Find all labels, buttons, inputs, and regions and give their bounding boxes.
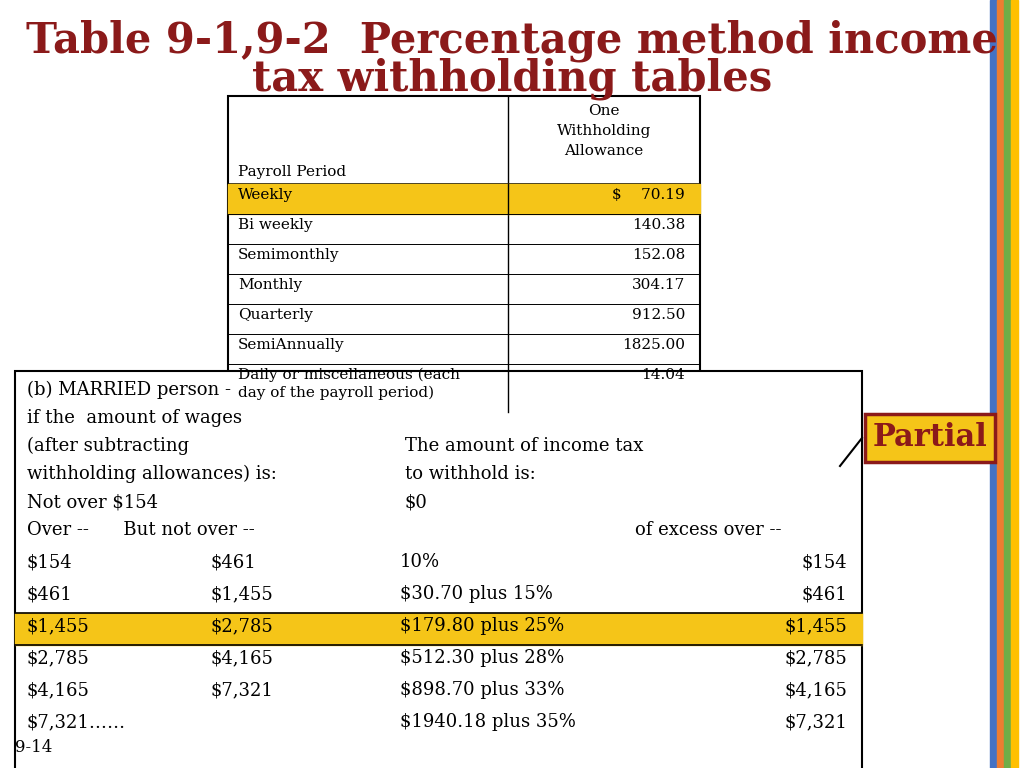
Text: Withholding: Withholding (557, 124, 651, 138)
Text: $4,165: $4,165 (27, 681, 90, 699)
Text: 152.08: 152.08 (632, 248, 685, 262)
Bar (865, 414, 995, 462)
Text: Not over $154: Not over $154 (27, 493, 158, 511)
Text: $461: $461 (801, 585, 847, 603)
Bar (228, 184, 700, 214)
Text: Allowance: Allowance (564, 144, 644, 158)
Bar (1004, 0, 1011, 768)
Text: 14.04: 14.04 (641, 368, 685, 382)
Text: $7,321……: $7,321…… (27, 713, 126, 731)
Text: $2,785: $2,785 (210, 617, 272, 635)
Text: (b) MARRIED person -: (b) MARRIED person - (27, 381, 231, 399)
Text: $2,785: $2,785 (784, 649, 847, 667)
Bar (15, 371, 862, 768)
Text: Table 9-1,9-2  Percentage method income: Table 9-1,9-2 Percentage method income (26, 20, 998, 62)
Text: $30.70 plus 15%: $30.70 plus 15% (400, 585, 553, 603)
Text: Partial: Partial (872, 422, 987, 453)
Bar (990, 0, 997, 768)
Text: $154: $154 (27, 553, 73, 571)
Text: $1940.18 plus 35%: $1940.18 plus 35% (400, 713, 575, 731)
Text: 10%: 10% (400, 553, 440, 571)
Text: Payroll Period: Payroll Period (238, 165, 346, 179)
Text: $7,321: $7,321 (784, 713, 847, 731)
Text: Bi weekly: Bi weekly (238, 218, 312, 232)
Bar (997, 0, 1004, 768)
Text: $461: $461 (27, 585, 73, 603)
Text: 304.17: 304.17 (632, 278, 685, 292)
Text: Over --      But not over --: Over -- But not over -- (27, 521, 255, 539)
Text: Weekly: Weekly (238, 188, 293, 202)
Text: Daily or miscellaneous (each: Daily or miscellaneous (each (238, 368, 460, 382)
Text: withholding allowances) is:: withholding allowances) is: (27, 465, 276, 483)
Text: if the  amount of wages: if the amount of wages (27, 409, 242, 427)
Text: $0: $0 (406, 493, 428, 511)
Text: $2,785: $2,785 (27, 649, 90, 667)
Text: of excess over --: of excess over -- (635, 521, 781, 539)
Text: to withhold is:: to withhold is: (406, 465, 536, 483)
Text: $461: $461 (210, 553, 256, 571)
Text: Quarterly: Quarterly (238, 308, 313, 322)
Text: 1825.00: 1825.00 (622, 338, 685, 352)
Text: $179.80 plus 25%: $179.80 plus 25% (400, 617, 564, 635)
Text: $898.70 plus 33%: $898.70 plus 33% (400, 681, 564, 699)
Bar (1011, 0, 1018, 768)
Text: $4,165: $4,165 (210, 649, 272, 667)
Bar (15, 613, 862, 645)
Text: One: One (588, 104, 620, 118)
Text: SemiAnnually: SemiAnnually (238, 338, 345, 352)
Bar (228, 96, 700, 412)
Text: $7,321: $7,321 (210, 681, 272, 699)
Text: (after subtracting: (after subtracting (27, 437, 189, 455)
Text: 140.38: 140.38 (632, 218, 685, 232)
Text: tax withholding tables: tax withholding tables (252, 58, 772, 101)
Text: Semimonthly: Semimonthly (238, 248, 340, 262)
Text: 9-14: 9-14 (15, 739, 52, 756)
Text: Monthly: Monthly (238, 278, 302, 292)
Text: $    70.19: $ 70.19 (612, 188, 685, 202)
Text: $1,455: $1,455 (210, 585, 272, 603)
Text: day of the payroll period): day of the payroll period) (238, 386, 434, 400)
Text: $154: $154 (802, 553, 847, 571)
Text: $1,455: $1,455 (784, 617, 847, 635)
Text: $4,165: $4,165 (784, 681, 847, 699)
Text: $1,455: $1,455 (27, 617, 90, 635)
Text: The amount of income tax: The amount of income tax (406, 437, 643, 455)
Text: 912.50: 912.50 (632, 308, 685, 322)
Text: $512.30 plus 28%: $512.30 plus 28% (400, 649, 564, 667)
